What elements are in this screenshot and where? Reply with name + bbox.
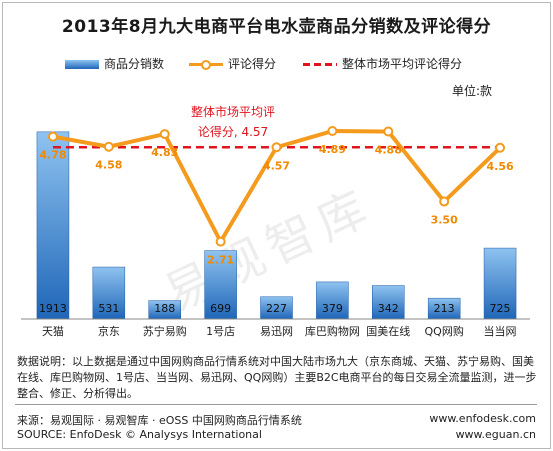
score-point-7: [383, 126, 394, 137]
legend-label-line: 评论得分: [228, 57, 277, 71]
category-label-3: 苏宁易购: [143, 324, 187, 338]
score-point-6: [327, 126, 338, 137]
score-value-label-7: 4.88: [375, 144, 402, 157]
bar-4: [204, 250, 237, 320]
score-point-1: [47, 131, 58, 142]
score-point-5: [271, 142, 282, 153]
score-value-label-2: 4.58: [95, 159, 122, 172]
category-label-6: 库巴购物网: [305, 324, 360, 338]
footer-divider: [15, 404, 537, 405]
bar-value-label-4: 699: [210, 302, 231, 315]
source-cn: 来源：易观国际 · 易观智库 · eOSS 中国网购商品行情系统: [17, 414, 302, 427]
average-annotation-line-1: 整体市场平均评: [191, 104, 275, 119]
score-point-8: [439, 196, 450, 207]
bar-value-label-2: 531: [98, 302, 119, 315]
legend-label-bars: 商品分销数: [104, 57, 165, 71]
legend-bar-swatch: [65, 60, 99, 69]
score-value-label-6: 4.89: [319, 143, 346, 156]
category-label-4: 1号店: [206, 324, 235, 338]
average-annotation-line-2: 论得分, 4.57: [198, 124, 268, 139]
score-value-label-5: 4.57: [263, 159, 290, 172]
bar-value-label-9: 725: [490, 302, 511, 315]
score-value-label-3: 4.83: [151, 146, 178, 159]
unit-label: 单位:款: [451, 84, 492, 98]
score-value-label-1: 4.78: [39, 149, 66, 162]
legend-item-avg: 整体市场平均评论得分: [303, 55, 462, 73]
score-value-label-9: 4.56: [486, 160, 513, 173]
legend-item-line: 评论得分: [189, 55, 276, 73]
bar-value-label-1: 1913: [39, 302, 67, 315]
bar-value-label-3: 188: [154, 302, 175, 315]
bar-value-label-7: 342: [378, 302, 399, 315]
category-label-8: QQ网购: [425, 324, 464, 338]
bar-value-label-8: 213: [434, 302, 455, 315]
bar-6: [316, 281, 349, 320]
category-label-5: 易迅网: [260, 325, 293, 338]
legend-dash-swatch: [303, 63, 337, 66]
category-label-2: 京东: [98, 324, 120, 338]
category-label-1: 天猫: [42, 325, 64, 338]
score-point-2: [103, 141, 114, 152]
score-point-4: [215, 236, 226, 247]
chart-title: 2013年8月九大电商平台电水壶商品分销数及评论得分: [61, 17, 492, 37]
bar-7: [372, 285, 405, 320]
bar-value-label-5: 227: [266, 302, 287, 315]
legend-label-avg: 整体市场平均评论得分: [342, 57, 463, 71]
score-point-3: [159, 129, 170, 140]
url-enfodesk[interactable]: www.enfodesk.com: [429, 412, 536, 425]
category-label-7: 国美在线: [366, 324, 410, 338]
legend-item-bars: 商品分销数: [65, 55, 164, 73]
data-note: 数据说明：以上数据是通过中国网购商品行情系统对中国大陆市场九大（京东商城、天猫、…: [17, 355, 537, 400]
legend-line-swatch: [189, 60, 223, 70]
score-value-label-4: 2.71: [207, 254, 234, 267]
bar-value-label-6: 379: [322, 302, 343, 315]
bar-9: [483, 247, 517, 320]
bar-2: [92, 266, 126, 320]
category-label-9: 当当网: [484, 324, 517, 338]
url-eguan[interactable]: www.eguan.cn: [455, 428, 536, 441]
legend: 商品分销数 评论得分 整体市场平均评论得分: [3, 55, 550, 73]
score-point-9: [495, 142, 506, 153]
source-en: SOURCE: EnfoDesk © Analysys Internationa…: [17, 428, 262, 441]
score-value-label-8: 3.50: [431, 214, 458, 227]
bar-1: [36, 131, 70, 320]
